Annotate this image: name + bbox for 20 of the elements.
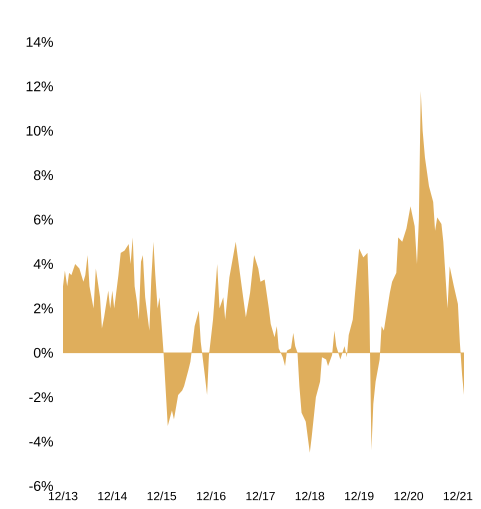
x-tick-label: 12/13 <box>48 492 78 500</box>
y-tick-label: 10% <box>26 126 53 136</box>
y-tick-label: 6% <box>34 214 53 225</box>
y-tick-label: -4% <box>29 436 53 446</box>
y-tick-label: 12% <box>26 81 53 92</box>
x-tick-label: 12/16 <box>197 492 226 500</box>
x-tick-label: 12/21 <box>444 492 472 500</box>
y-tick-label: -2% <box>29 392 53 402</box>
x-tick-label: 12/14 <box>98 492 127 500</box>
x-tick-label: 12/17 <box>246 492 275 500</box>
x-tick-label: 12/18 <box>296 492 324 500</box>
x-tick-label: 12/20 <box>394 492 424 500</box>
y-tick-label: 8% <box>34 170 53 180</box>
y-tick-label: 2% <box>34 303 53 314</box>
y-tick-label: 4% <box>34 259 53 269</box>
y-tick-label: 14% <box>26 37 53 47</box>
x-tick-label: 12/19 <box>345 492 374 500</box>
y-tick-label: -6% <box>29 481 53 491</box>
x-tick-label: 12/15 <box>148 492 176 500</box>
y-tick-label: 0% <box>34 348 53 358</box>
